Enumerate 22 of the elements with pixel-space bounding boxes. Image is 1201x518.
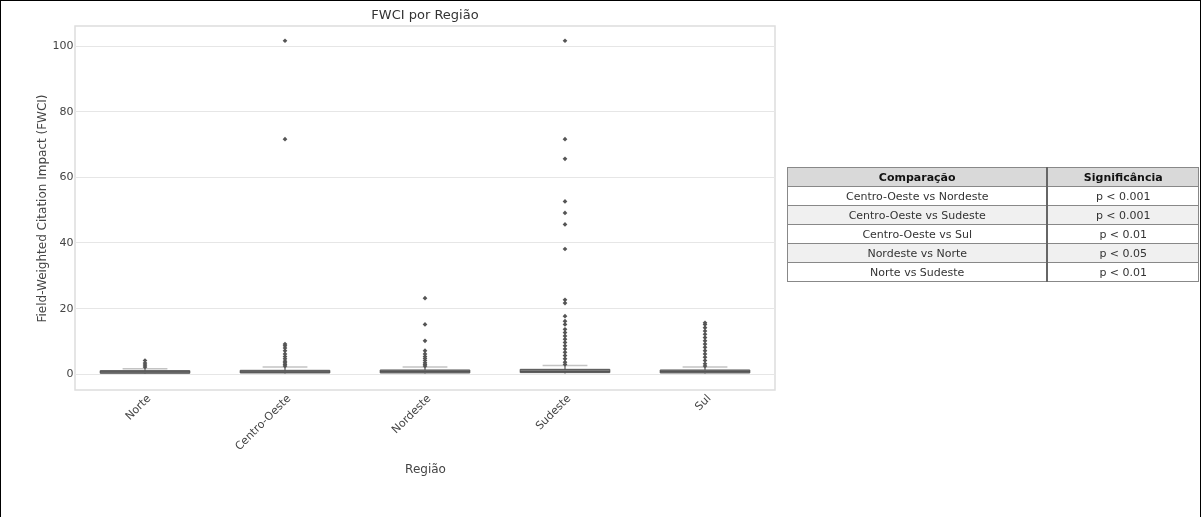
- y-tick-label: 20: [59, 301, 74, 315]
- x-tick-label: Sul: [692, 391, 714, 414]
- text: p < 0.01: [1047, 224, 1199, 244]
- text: Significância: [1047, 167, 1199, 187]
- text: p < 0.001: [1047, 186, 1199, 206]
- y-tick-label: 80: [59, 104, 74, 118]
- y-tick-label: 0: [66, 367, 74, 381]
- text: p < 0.05: [1047, 243, 1199, 263]
- text: Nordeste vs Norte: [787, 243, 1048, 263]
- text: Comparação: [787, 167, 1048, 187]
- y-tick-label: 40: [59, 235, 74, 249]
- x-axis-title: Região: [405, 462, 446, 477]
- y-tick-label: 60: [59, 170, 74, 184]
- text: Centro-Oeste vs Sul: [787, 224, 1048, 244]
- text: p < 0.001: [1047, 205, 1199, 225]
- text: Centro-Oeste vs Sudeste: [787, 205, 1048, 225]
- text: Norte vs Sudeste: [787, 262, 1048, 282]
- text: Centro-Oeste vs Nordeste: [787, 186, 1048, 206]
- text: p < 0.01: [1047, 262, 1199, 282]
- y-axis-title: Field-Weighted Citation Impact (FWCI): [34, 94, 49, 323]
- y-tick-label: 100: [52, 39, 74, 53]
- chart-title: FWCI por Região: [371, 7, 479, 22]
